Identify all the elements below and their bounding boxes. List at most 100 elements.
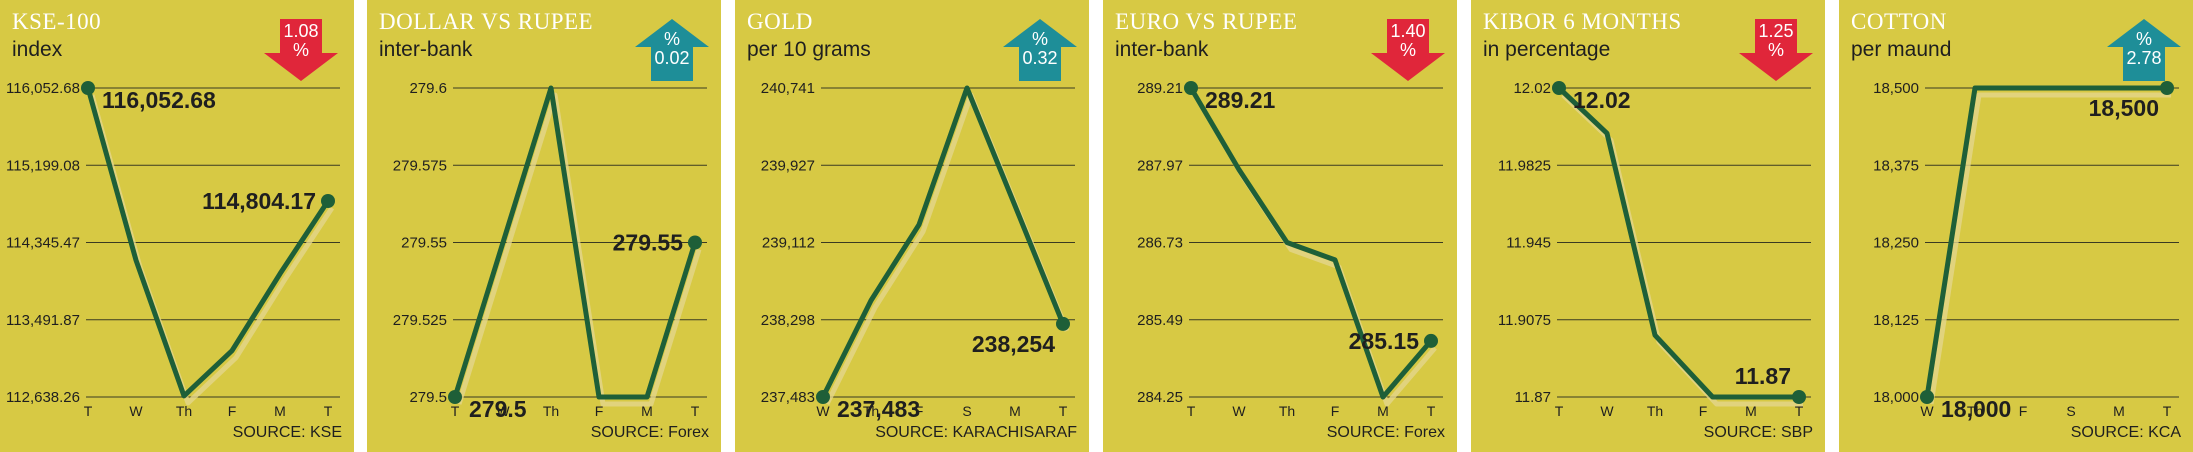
chart-source: SOURCE: KARACHISARAF [875, 424, 1077, 441]
y-tick-label: 12.02 [1513, 80, 1551, 97]
chart-title: KSE-100 [12, 9, 102, 34]
chart-source: SOURCE: Forex [590, 424, 709, 441]
data-label: 18,000 [1941, 396, 2011, 422]
data-point-marker [1920, 390, 1934, 404]
y-tick-label: 11.9825 [1498, 157, 1551, 174]
x-tick-label: W [129, 403, 143, 419]
chart-panel: 279.6 279.575 279.55 279.525 279.5 T W Th F M T 279… [367, 0, 721, 452]
x-tick-label: T [691, 403, 700, 419]
x-tick-label: M [2113, 403, 2125, 419]
data-point-marker [2160, 81, 2174, 95]
x-tick-label: S [2066, 403, 2075, 419]
y-tick-label: 279.55 [401, 235, 447, 252]
line-chart: 116,052.68 115,199.08 114,345.47 113,491.87… [6, 80, 340, 419]
chart-subtitle: per 10 grams [747, 38, 871, 61]
data-label: 289.21 [1205, 87, 1276, 113]
x-tick-label: W [496, 403, 510, 419]
change-unit: % [1031, 29, 1048, 49]
arrow-up-icon [1003, 19, 1077, 81]
y-tick-label: 112,638.26 [6, 389, 80, 406]
up-arrow-badge: % 2.78 [2107, 19, 2181, 81]
data-label: 279.55 [613, 230, 684, 256]
x-tick-label: T [1059, 403, 1068, 419]
x-tick-label: T [1427, 403, 1436, 419]
series-line [1924, 85, 2170, 400]
x-tick-label: F [2019, 403, 2028, 419]
chart-source: SOURCE: KSE [232, 424, 342, 441]
up-arrow-badge: % 0.32 [1003, 19, 1077, 81]
series-line-shadow [1561, 93, 1803, 407]
y-tick-label: 279.575 [393, 157, 447, 174]
data-point-marker [688, 235, 702, 250]
x-tick-label: Th [1279, 403, 1295, 419]
chart-subtitle: in percentage [1483, 38, 1611, 61]
y-tick-label: 237,483 [761, 389, 815, 406]
x-tick-label: Th [176, 403, 192, 419]
y-tick-label: 284.25 [1137, 389, 1183, 406]
x-tick-label: S [962, 403, 971, 419]
x-tick-label: F [228, 403, 237, 419]
data-label: 114,804.17 [202, 188, 316, 214]
chart-title: COTTON [1851, 9, 1947, 34]
arrow-up-icon [2107, 19, 2181, 81]
x-tick-label: Th [1967, 403, 1983, 419]
series-line [1188, 85, 1434, 400]
x-tick-label: T [1187, 403, 1196, 419]
x-tick-label: Th [1647, 403, 1663, 419]
chart-panel: 116,052.68 115,199.08 114,345.47 113,491.87… [0, 0, 354, 452]
y-tick-label: 18,250 [1873, 235, 1919, 252]
y-tick-label: 114,345.47 [6, 235, 80, 252]
change-value: 1.08 [283, 21, 319, 41]
data-point-marker [1056, 316, 1070, 331]
chart-subtitle: index [12, 38, 63, 61]
y-tick-label: 287.97 [1137, 157, 1183, 174]
chart-panel: 18,500 18,375 18,250 18,125 18,000 W Th F S M T 18,… [1839, 0, 2193, 452]
down-arrow-badge: 1.08% [264, 19, 338, 81]
y-tick-label: 286.73 [1137, 235, 1183, 252]
y-tick-label: 18,500 [1873, 80, 1919, 97]
x-tick-label: F [595, 403, 604, 419]
change-unit: % [292, 40, 309, 60]
chart-panel: 289.21 287.97 286.73 285.49 284.25 T W Th F M T 289… [1103, 0, 1457, 452]
change-value: 1.40 [1390, 21, 1426, 41]
data-point-marker [816, 390, 830, 404]
y-tick-label: 239,927 [761, 157, 815, 174]
x-tick-label: M [1745, 403, 1757, 419]
series-line [85, 85, 331, 399]
y-tick-label: 115,199.08 [6, 157, 80, 174]
x-tick-label: W [1600, 403, 1614, 419]
down-arrow-badge: 1.40% [1371, 19, 1445, 81]
y-tick-label: 18,125 [1873, 312, 1919, 329]
change-value: 1.25 [1758, 21, 1794, 41]
y-tick-label: 11.87 [1515, 389, 1551, 406]
x-tick-label: Th [543, 403, 559, 419]
y-tick-label: 18,000 [1873, 389, 1919, 406]
chart-title: DOLLAR VS RUPEE [379, 9, 594, 34]
x-tick-label: T [84, 403, 93, 419]
data-label: 279.5 [469, 396, 527, 422]
x-tick-label: M [1009, 403, 1021, 419]
y-tick-label: 116,052.68 [6, 80, 80, 97]
data-label: 11.87 [1735, 363, 1791, 389]
chart-panel: 240,741 239,927 239,112 238,298 237,483 W Th F S… [735, 0, 1089, 452]
data-label: 12.02 [1573, 87, 1631, 113]
y-tick-label: 289.21 [1137, 80, 1183, 97]
chart-panel: 12.02 11.9825 11.945 11.9075 11.87 T W Th F M T 12.… [1471, 0, 1825, 452]
up-arrow-badge: % 0.02 [635, 19, 709, 81]
data-point-marker [1792, 390, 1806, 404]
chart-title: GOLD [747, 9, 813, 34]
chart-subtitle: per maund [1851, 38, 1952, 61]
series-line [820, 85, 1066, 400]
x-tick-label: F [1699, 403, 1708, 419]
data-label: 18,500 [2089, 95, 2159, 121]
change-value: 0.02 [654, 48, 690, 68]
x-tick-label: T [1795, 403, 1804, 419]
y-tick-label: 285.49 [1137, 312, 1183, 329]
x-tick-label: T [324, 403, 333, 419]
